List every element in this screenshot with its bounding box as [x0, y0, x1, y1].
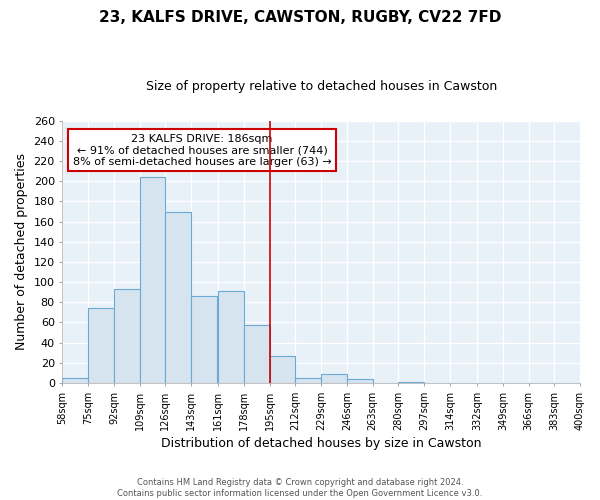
Bar [114, 289, 140, 383]
Y-axis label: Number of detached properties: Number of detached properties [15, 154, 28, 350]
X-axis label: Distribution of detached houses by size in Cawston: Distribution of detached houses by size … [161, 437, 481, 450]
Bar [398, 382, 424, 383]
Bar [140, 177, 166, 383]
Bar [321, 374, 347, 383]
Bar [270, 356, 295, 383]
Text: 23 KALFS DRIVE: 186sqm
← 91% of detached houses are smaller (744)
8% of semi-det: 23 KALFS DRIVE: 186sqm ← 91% of detached… [73, 134, 332, 167]
Bar [88, 308, 114, 383]
Bar [191, 296, 217, 383]
Bar [62, 378, 88, 383]
Text: Contains HM Land Registry data © Crown copyright and database right 2024.
Contai: Contains HM Land Registry data © Crown c… [118, 478, 482, 498]
Bar [166, 212, 191, 383]
Bar [347, 379, 373, 383]
Bar [218, 291, 244, 383]
Title: Size of property relative to detached houses in Cawston: Size of property relative to detached ho… [146, 80, 497, 93]
Bar [295, 378, 321, 383]
Bar [244, 326, 270, 383]
Text: 23, KALFS DRIVE, CAWSTON, RUGBY, CV22 7FD: 23, KALFS DRIVE, CAWSTON, RUGBY, CV22 7F… [99, 10, 501, 25]
